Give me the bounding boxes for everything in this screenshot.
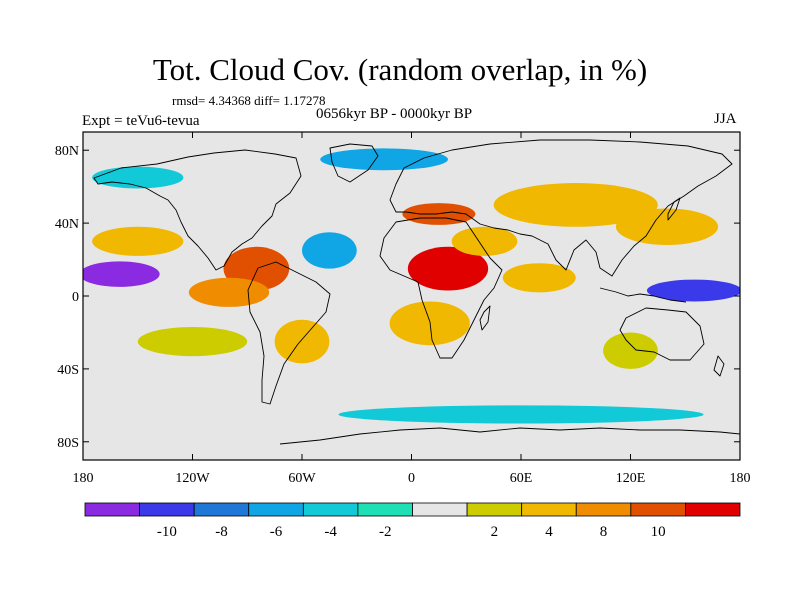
latitude-axis: 80N 40N 0 40S 80S <box>55 144 740 451</box>
anomaly-region <box>188 277 270 307</box>
colorbar-label: -10 <box>157 524 177 540</box>
anomaly-region <box>320 148 448 171</box>
lat-tick-label: 80N <box>55 144 79 159</box>
anomaly-region <box>502 263 576 293</box>
coastline-indonesia <box>599 287 687 303</box>
lat-tick-label: 0 <box>72 290 79 305</box>
experiment-label: Expt = teVu6-tevua <box>82 113 200 129</box>
stats-label: rmsd= 4.34368 diff= 1.17278 <box>172 93 326 108</box>
lat-tick-label: 40S <box>57 363 79 378</box>
anomaly-region <box>92 166 184 189</box>
colorbar-swatch <box>357 502 413 517</box>
anomaly-region <box>603 332 658 369</box>
period-label: 0656kyr BP - 0000kyr BP <box>316 106 473 122</box>
colorbar-label: 2 <box>491 524 499 540</box>
colorbar-label: -8 <box>215 524 228 540</box>
colorbar-label: 10 <box>651 524 666 540</box>
colorbar-swatch <box>412 502 468 517</box>
colorbar-swatch <box>575 502 632 517</box>
colorbar-label: 4 <box>545 524 553 540</box>
lon-tick-label: 180 <box>73 471 94 486</box>
coastlines <box>93 139 740 445</box>
coastline-australia <box>619 307 705 361</box>
colorbar-swatch <box>685 502 741 517</box>
anomaly-region <box>338 405 704 424</box>
colorbar-swatch <box>630 502 686 517</box>
colorbar-swatch <box>302 502 359 517</box>
anomaly-region <box>407 246 489 291</box>
anomaly-region <box>274 319 330 364</box>
anomaly-region <box>451 226 518 256</box>
colorbar-label: -2 <box>379 524 392 540</box>
coastline-antarctica <box>279 427 740 445</box>
colorbar-label: -4 <box>324 524 337 540</box>
anomaly-region <box>302 232 357 269</box>
coastline-south-america <box>247 261 331 405</box>
anomaly-field <box>83 148 740 424</box>
anomaly-region <box>646 279 740 302</box>
lon-tick-label: 60W <box>288 471 316 486</box>
coastline-japan <box>667 197 681 221</box>
anomaly-region <box>83 261 160 287</box>
colorbar <box>84 502 741 517</box>
coastline-madagascar <box>479 305 491 331</box>
lon-tick-label: 120E <box>616 471 646 486</box>
colorbar-swatch <box>139 502 195 517</box>
anomaly-region <box>92 226 184 256</box>
coastline-africa <box>379 217 503 359</box>
coastline-greenland <box>329 143 379 183</box>
lat-tick-label: 40N <box>55 217 79 232</box>
lon-tick-label: 120W <box>175 471 210 486</box>
colorbar-labels: -10 -8 -6 -4 -2 2 4 8 10 <box>157 524 666 540</box>
colorbar-swatch <box>521 502 577 517</box>
lon-tick-label: 180 <box>730 471 751 486</box>
anomaly-region <box>615 208 719 245</box>
lon-tick-label: 60E <box>510 471 533 486</box>
colorbar-swatch <box>248 502 304 517</box>
lat-tick-label: 80S <box>57 436 79 451</box>
longitude-axis: 180 120W 60W 0 60E 120E 180 <box>73 132 751 486</box>
colorbar-swatch <box>466 502 523 517</box>
colorbar-label: -6 <box>270 524 283 540</box>
colorbar-swatch <box>193 502 250 517</box>
lon-tick-label: 0 <box>408 471 415 486</box>
season-label: JJA <box>714 111 737 127</box>
coastline-north-america <box>93 149 302 271</box>
colorbar-label: 8 <box>600 524 608 540</box>
coastline-new-zealand <box>713 355 725 377</box>
anomaly-region <box>493 183 658 227</box>
colorbar-swatch <box>84 502 140 517</box>
anomaly-region <box>137 326 248 357</box>
plot-title: Tot. Cloud Cov. (random overlap, in %) <box>152 52 648 87</box>
coastline-eurasia <box>389 139 733 277</box>
